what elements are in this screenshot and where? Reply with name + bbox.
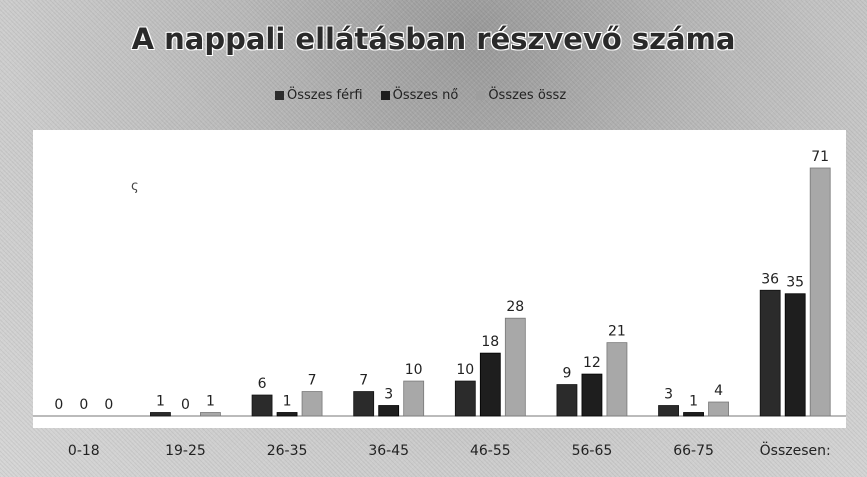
data-label: 10 bbox=[456, 362, 474, 378]
data-label: 1 bbox=[156, 394, 165, 410]
data-label: 7 bbox=[359, 373, 368, 389]
x-tick-label: 46-55 bbox=[470, 443, 511, 459]
legend-swatch-total bbox=[476, 90, 486, 100]
data-label: 6 bbox=[258, 376, 267, 392]
data-label: 0 bbox=[79, 397, 88, 413]
bar-összes-össz-4 bbox=[504, 317, 526, 417]
legend: Összes férfi Összes nő Összes össz bbox=[275, 85, 566, 105]
bar-összes-össz-5 bbox=[606, 342, 628, 417]
data-label: 36 bbox=[761, 271, 779, 287]
data-label: 1 bbox=[206, 394, 215, 410]
legend-label-women: Összes nő bbox=[392, 87, 459, 103]
x-tick-label: Összesen: bbox=[760, 441, 831, 459]
data-label: 0 bbox=[104, 397, 113, 413]
bar-összes-nő-2 bbox=[276, 412, 298, 417]
bar-összes-férfi-3 bbox=[353, 391, 375, 417]
bar-összes-nő-6 bbox=[683, 412, 704, 417]
data-label: 7 bbox=[308, 373, 317, 389]
data-label: 1 bbox=[689, 394, 698, 410]
x-tick-label: 36-45 bbox=[368, 443, 409, 459]
data-label: 1 bbox=[283, 394, 292, 410]
bar-összes-nő-4 bbox=[479, 352, 501, 417]
bar-összes-férfi-2 bbox=[251, 394, 273, 417]
bar-összes-férfi-7 bbox=[759, 289, 781, 417]
bar-összes-össz-2 bbox=[301, 391, 323, 417]
data-label: 3 bbox=[664, 387, 673, 403]
data-label: 35 bbox=[786, 275, 804, 291]
bar-összes-férfi-6 bbox=[658, 405, 679, 417]
data-label: 0 bbox=[181, 397, 190, 413]
data-label: 71 bbox=[811, 149, 829, 165]
bar-összes-össz-3 bbox=[403, 380, 425, 417]
stray-mark: ς bbox=[131, 179, 139, 194]
legend-item-total: Összes össz bbox=[476, 88, 566, 103]
x-tick-label: 26-35 bbox=[267, 443, 308, 459]
bar-összes-össz-7 bbox=[809, 167, 831, 417]
x-tick-label: 0-18 bbox=[68, 443, 100, 459]
data-label: 18 bbox=[481, 334, 499, 350]
legend-item-men: Összes férfi bbox=[275, 88, 363, 103]
legend-label-total: Összes össz bbox=[488, 87, 567, 103]
bar-összes-férfi-1 bbox=[150, 412, 171, 417]
data-label: 4 bbox=[714, 383, 723, 399]
bar-összes-nő-5 bbox=[581, 373, 603, 417]
legend-swatch-women bbox=[380, 90, 390, 100]
plot-area bbox=[33, 130, 846, 428]
bar-összes-össz-6 bbox=[708, 401, 729, 417]
legend-item-women: Összes nő bbox=[380, 87, 459, 103]
bar-összes-össz-1 bbox=[200, 412, 221, 417]
data-label: 21 bbox=[608, 324, 626, 340]
bar-összes-férfi-4 bbox=[454, 380, 476, 417]
bar-összes-nő-3 bbox=[378, 405, 400, 417]
legend-swatch-men bbox=[275, 90, 284, 100]
data-label: 3 bbox=[384, 387, 393, 403]
bar-összes-férfi-5 bbox=[556, 384, 578, 417]
x-tick-label: 19-25 bbox=[165, 443, 206, 459]
legend-label-men: Összes férfi bbox=[287, 87, 363, 103]
chart-title: A nappali ellátásban részvevő száma bbox=[131, 22, 736, 56]
data-label: 9 bbox=[562, 366, 571, 382]
bar-összes-nő-7 bbox=[784, 293, 806, 417]
x-tick-label: 66-75 bbox=[673, 443, 714, 459]
data-label: 0 bbox=[54, 397, 63, 413]
x-tick-label: 56-65 bbox=[572, 443, 613, 459]
data-label: 10 bbox=[405, 362, 423, 378]
data-label: 12 bbox=[583, 355, 601, 371]
data-label: 28 bbox=[506, 299, 524, 315]
